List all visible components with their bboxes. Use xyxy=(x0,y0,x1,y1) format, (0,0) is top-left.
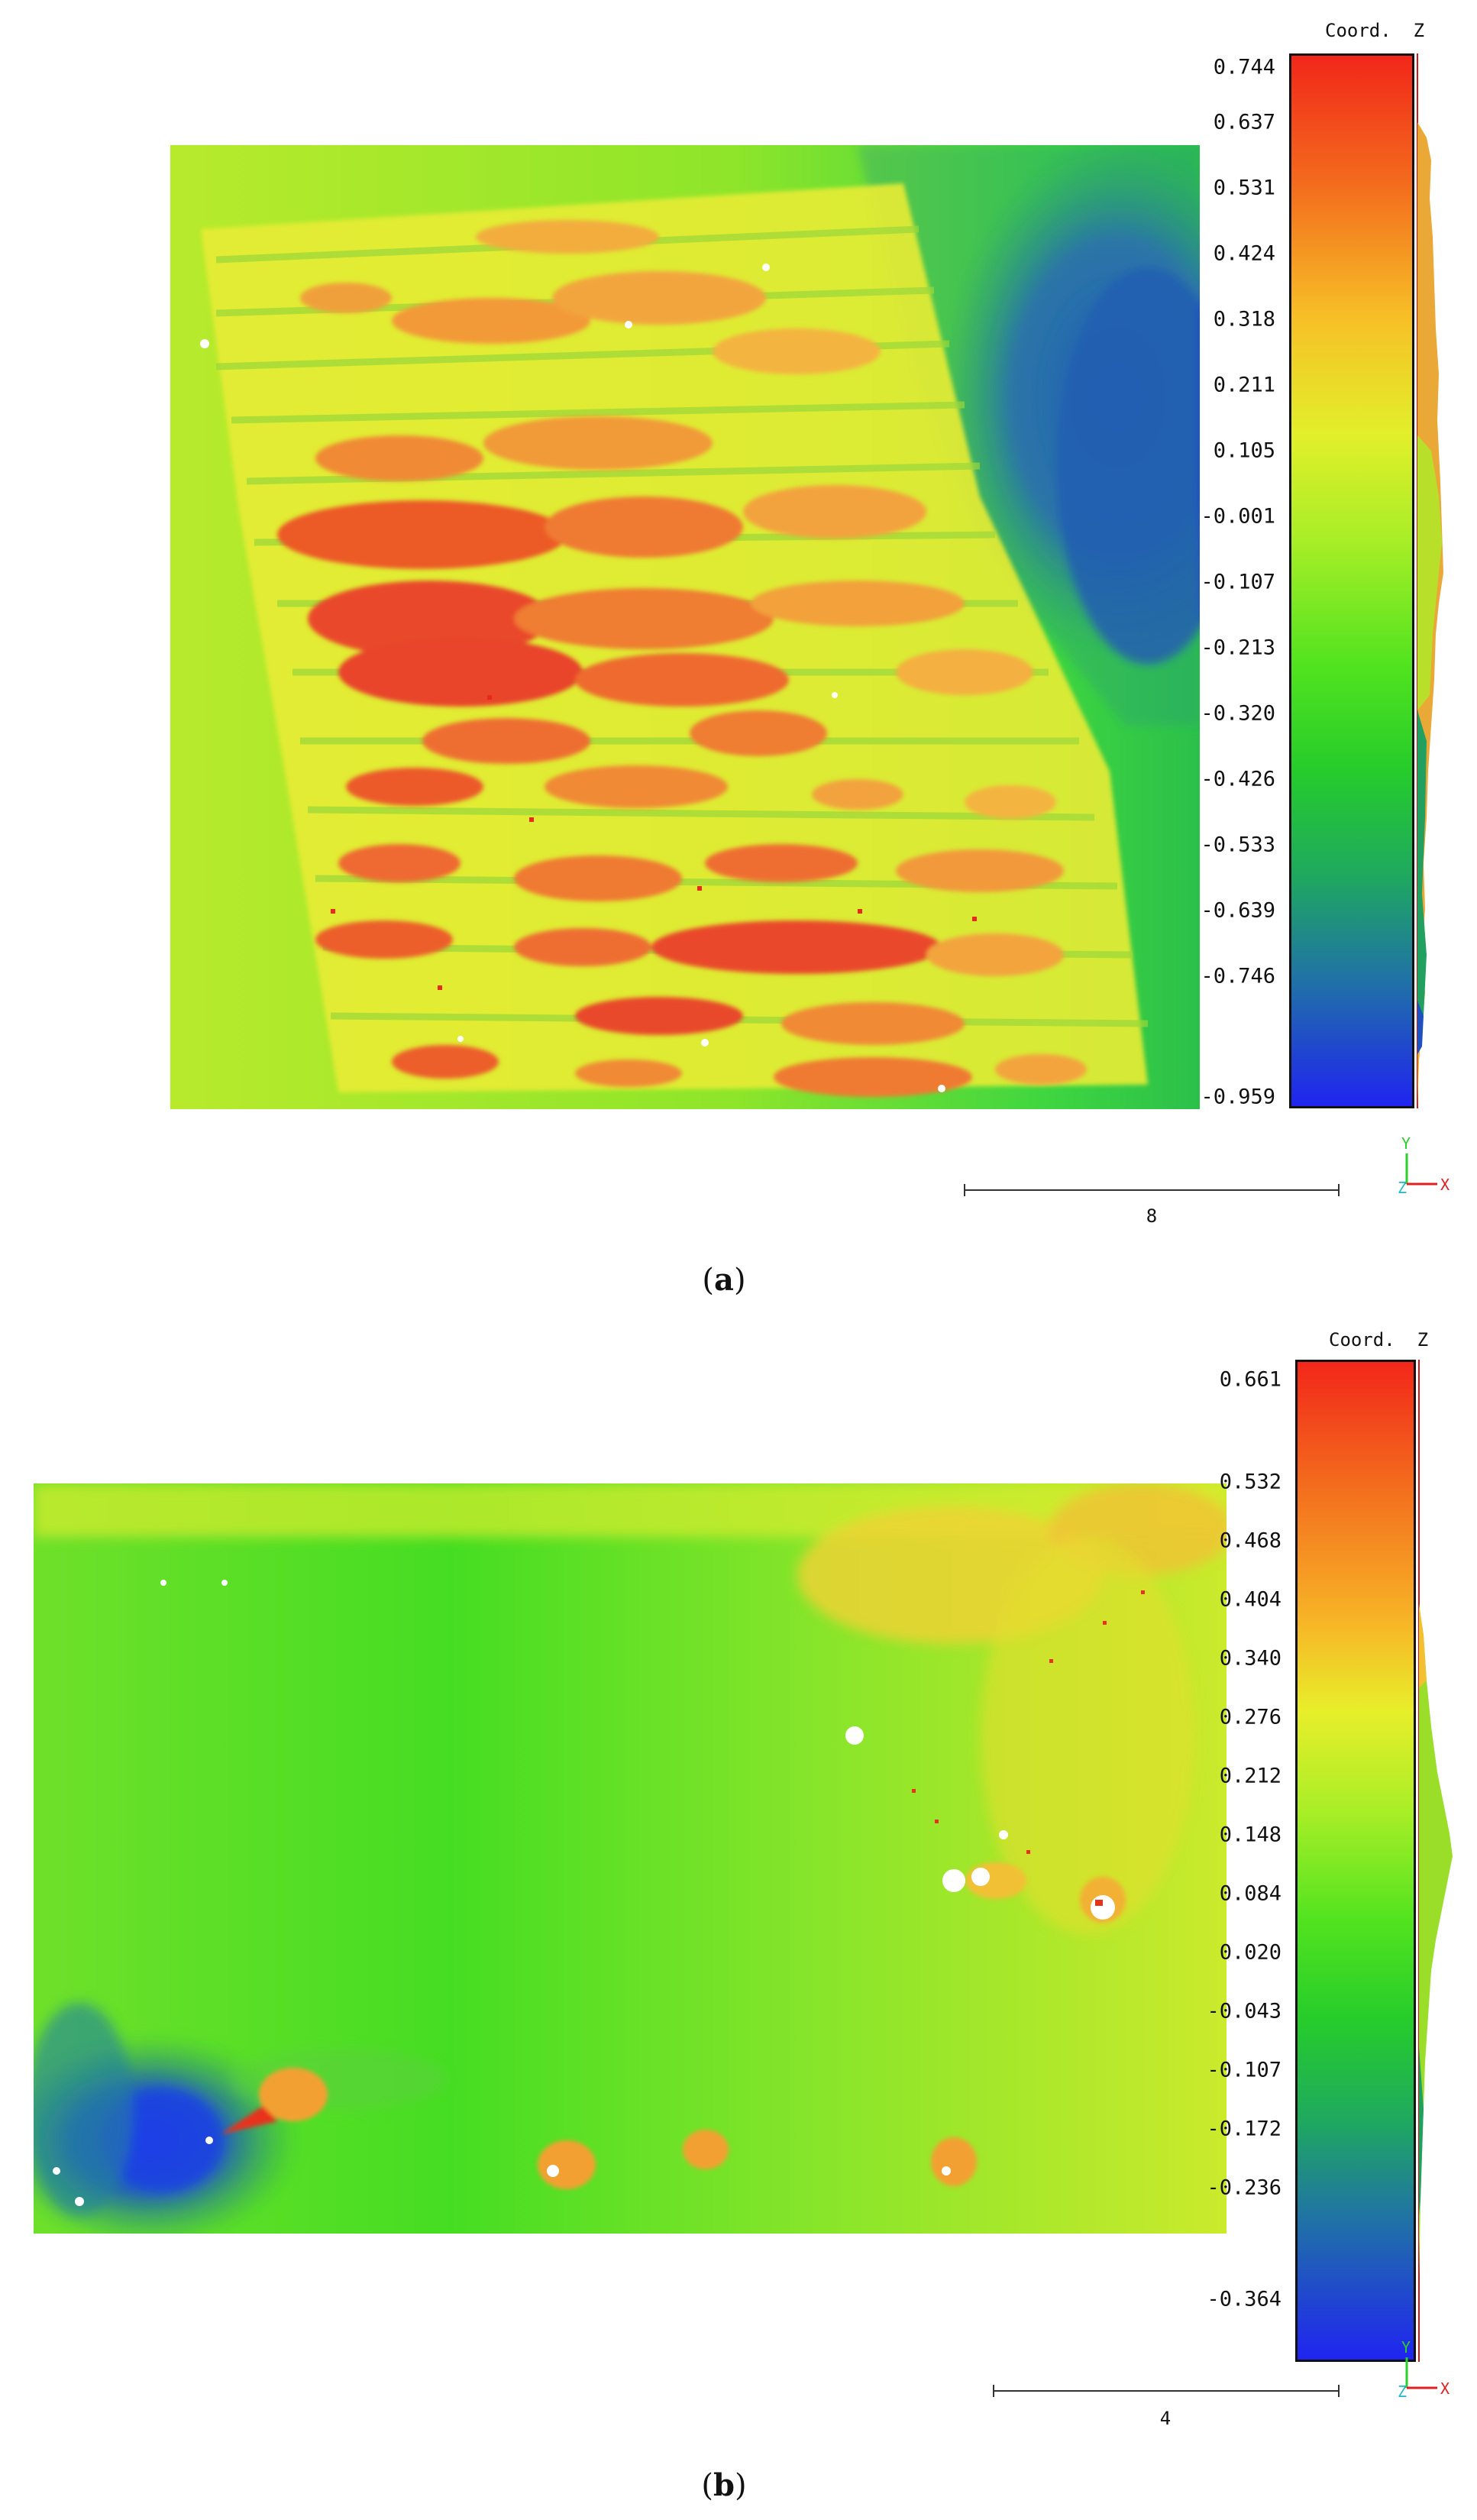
colorbar-title: Coord. Z xyxy=(1325,20,1425,41)
colorbar-tick: -0.746 xyxy=(1201,964,1275,988)
panel-a: Coord. Z 0.744 0.637 0.531 0.424 0.318 0… xyxy=(170,20,1459,1298)
colorbar-tick: 0.105 xyxy=(1213,438,1275,463)
colorbar-tick: 0.084 xyxy=(1219,1881,1281,1906)
scale-bar xyxy=(964,1182,1340,1198)
scale-bar xyxy=(993,2383,1340,2399)
colorbar-tick: 0.318 xyxy=(1213,307,1275,332)
colorbar-tick: -0.236 xyxy=(1207,2175,1281,2200)
colorbar-tick: -0.001 xyxy=(1201,504,1275,529)
axis-triad-icon: Y Z X xyxy=(1390,2334,1459,2403)
colorbar-tick: -0.533 xyxy=(1201,833,1275,857)
colorbar-tick: 0.212 xyxy=(1219,1764,1281,1788)
colorbar-tick: 0.637 xyxy=(1213,110,1275,134)
colorbar-gradient xyxy=(1295,1360,1416,2362)
axis-y-label: Y xyxy=(1401,2338,1411,2357)
panel-b: Coord. Z 0.661 0.532 0.468 0.404 0.340 0… xyxy=(0,1314,1477,2520)
colorbar-tick: -0.107 xyxy=(1207,2058,1281,2082)
colorbar-gradient xyxy=(1289,53,1414,1108)
colorbar-tick: -0.043 xyxy=(1207,1999,1281,2023)
axis-x-label: X xyxy=(1440,1176,1450,1194)
colorbar-tick: -0.172 xyxy=(1207,2117,1281,2141)
colorbar-tick: -0.320 xyxy=(1201,701,1275,726)
colorbar-tick: 0.020 xyxy=(1219,1940,1281,1965)
colorbar-tick: -0.364 xyxy=(1207,2287,1281,2311)
axis-z-label: Z xyxy=(1398,1179,1407,1197)
z-histogram xyxy=(1416,53,1446,1108)
colorbar-tick: 0.532 xyxy=(1219,1470,1281,1494)
colorbar-tick: 0.661 xyxy=(1219,1367,1281,1392)
caption-b: (b) xyxy=(701,2467,747,2503)
z-histogram xyxy=(1417,1360,1456,2362)
colorbar-tick: 0.148 xyxy=(1219,1823,1281,1847)
point-cloud-b xyxy=(34,1483,1227,2234)
colorbar-tick: 0.531 xyxy=(1213,176,1275,200)
colorbar-title: Coord. Z xyxy=(1329,1329,1429,1351)
colorbar-tick: 0.404 xyxy=(1219,1587,1281,1612)
scale-bar-label: 8 xyxy=(1146,1205,1158,1227)
colorbar-tick: -0.959 xyxy=(1201,1085,1275,1109)
point-cloud-a xyxy=(170,145,1200,1109)
colorbar-tick: 0.340 xyxy=(1219,1646,1281,1671)
colorbar-tick: -0.426 xyxy=(1201,767,1275,791)
colorbar-tick: 0.276 xyxy=(1219,1705,1281,1729)
axis-x-label: X xyxy=(1440,2379,1450,2398)
axis-triad-icon: Y Z X xyxy=(1390,1131,1459,1199)
caption-a: (a) xyxy=(702,1262,746,1298)
axis-y-label: Y xyxy=(1401,1134,1411,1153)
colorbar-tick: -0.639 xyxy=(1201,898,1275,923)
axis-z-label: Z xyxy=(1398,2383,1407,2401)
scale-bar-label: 4 xyxy=(1159,2408,1172,2429)
colorbar-tick: 0.211 xyxy=(1213,373,1275,397)
colorbar-tick: -0.107 xyxy=(1201,570,1275,594)
colorbar-tick: 0.744 xyxy=(1213,55,1275,79)
colorbar-tick: 0.468 xyxy=(1219,1528,1281,1553)
colorbar-tick: 0.424 xyxy=(1213,241,1275,266)
colorbar-tick: -0.213 xyxy=(1201,636,1275,660)
